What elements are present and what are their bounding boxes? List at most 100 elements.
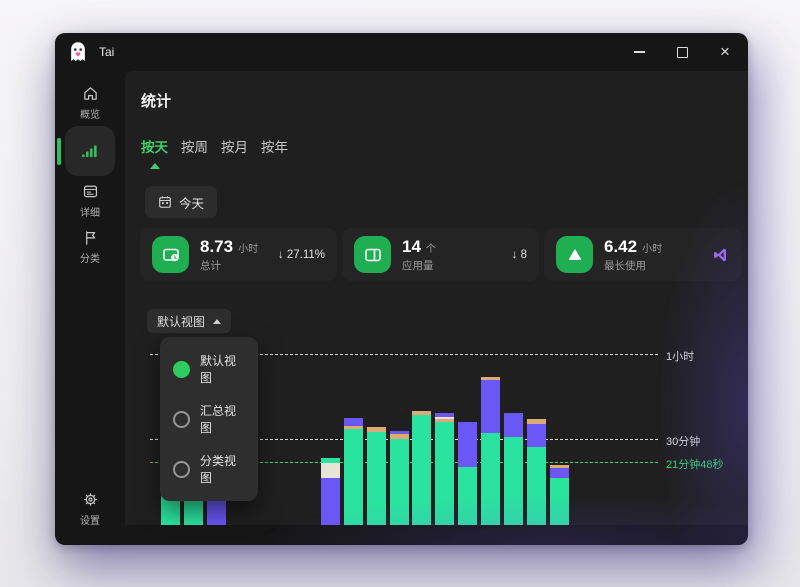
bar-segment-purple [389,430,409,435]
gridline-tick-60: 1小时 [150,351,694,363]
chart-bar-slot-10[interactable] [389,430,409,525]
chart-bar-slot-13[interactable] [458,421,478,525]
tab-by-year[interactable]: 按年 [261,140,288,155]
sidebar-item-settings[interactable]: 设置 [55,491,125,527]
bar-segment-green [412,414,432,525]
titlebar: Tai × [55,33,748,71]
gridline-label: 1小时 [666,351,695,363]
menu-item-default-view[interactable]: 默认视图 [160,344,258,394]
bar-segment-green [343,428,363,525]
menu-item-summary-view[interactable]: 汇总视图 [160,394,258,444]
stat-unit: 个 [425,243,436,255]
bar-segment-green [389,438,409,525]
stat-delta: ↓ 8 [511,248,527,261]
tab-by-month[interactable]: 按月 [221,140,248,155]
active-item-indicator [57,138,61,165]
bar-segment-tan [366,427,386,432]
close-button[interactable]: × [718,43,732,60]
stat-card-text: 14 个 应用量 [402,237,436,273]
bar-segment-tan [481,376,501,380]
home-icon [83,87,97,100]
radio-icon [173,460,190,478]
chart-bar-slot-16[interactable] [526,419,546,525]
menu-item-label: 汇总视图 [200,404,237,435]
radio-icon [173,410,190,428]
date-filter-label: 今天 [179,196,205,211]
stat-delta: ↓ 27.11% [277,248,325,261]
sidebar-item-label: 分类 [80,254,100,265]
minimize-button[interactable] [632,45,646,59]
chart-bar-slot-12[interactable] [435,413,455,525]
bar-chart-icon [82,145,97,158]
stat-unit: 小时 [642,243,663,255]
bar-segment-purple [481,379,501,433]
menu-item-category-view[interactable]: 分类视图 [160,444,258,494]
stat-label: 总计 [200,259,221,272]
page-title: 统计 [141,93,172,110]
sidebar-item-label: 概览 [80,110,100,121]
bar-segment-green [458,466,478,525]
chart-bar-slot-9[interactable] [366,427,386,525]
bar-segment-tan [435,419,455,422]
date-filter-button[interactable]: 今天 [145,186,218,218]
maximize-button[interactable] [675,45,689,59]
stat-value: 14 [402,236,421,256]
chart-bar-slot-14[interactable] [481,376,501,525]
stat-unit: 小时 [238,243,259,255]
stat-label: 应用量 [402,259,434,272]
bar-segment-purple [343,417,363,427]
sidebar-item-label: 详细 [80,208,100,219]
tab-by-day[interactable]: 按天 [141,140,168,155]
screen-time-icon [152,236,189,273]
bar-segment-cream [435,416,455,420]
chart-bar-slot-15[interactable] [503,413,523,525]
bar-segment-green [481,432,501,525]
caret-up-icon [213,318,222,324]
period-tabs: 按天 按周 按月 按年 [141,136,288,156]
stat-label: 最长使用 [604,259,646,272]
gridline-label: 30分钟 [666,436,701,448]
radio-selected-icon [173,360,190,378]
view-dropdown-button[interactable]: 默认视图 [147,309,232,333]
bar-segment-purple [526,424,546,448]
stat-card-text: 8.73 小时 总计 [200,237,258,273]
stat-value: 8.73 [200,236,234,256]
chart-bar-slot-11[interactable] [412,411,432,525]
calendar-icon [159,196,171,208]
sidebar-item-statistics[interactable] [65,126,115,176]
tab-by-week[interactable]: 按周 [181,140,208,155]
chart-bar-slot-7[interactable] [321,457,341,525]
chart-bar-slot-8[interactable] [343,417,363,525]
flag-icon [85,231,95,245]
window-controls: × [632,43,732,60]
stat-value: 6.42 [604,236,638,256]
active-tab-triangle-icon [150,163,160,169]
bar-segment-cream [321,463,341,479]
app-window: Tai × 概览 [55,33,748,545]
ghost-logo-icon [68,40,88,64]
sidebar-item-label: 设置 [80,516,100,527]
bar-segment-purple [321,478,341,525]
menu-item-label: 分类视图 [200,454,237,485]
bar-segment-green [526,447,546,525]
bar-segment-purple [458,421,478,467]
minimize-icon [633,51,645,53]
bar-segment-green [321,457,341,464]
bar-segment-tan [549,464,569,469]
sidebar-item-detail[interactable]: 详细 [55,183,125,219]
sidebar-item-category[interactable]: 分类 [55,229,125,265]
sidebar-item-overview[interactable]: 概览 [55,85,125,121]
visual-studio-icon [711,246,729,264]
maximize-icon [676,46,688,58]
detail-list-icon [83,185,97,198]
main-content: 统计 按天 按周 按月 按年 [125,71,748,525]
bar-segment-purple [503,413,523,438]
bar-segment-tan [343,426,363,429]
bar-segment-tan [412,411,432,415]
chart-bar-slot-17[interactable] [549,464,569,525]
app-window-icon [354,236,391,273]
triangle-up-icon [556,236,593,273]
bar-segment-tan [389,434,409,439]
stat-card-longest-use: 6.42 小时 最长使用 [544,228,741,281]
